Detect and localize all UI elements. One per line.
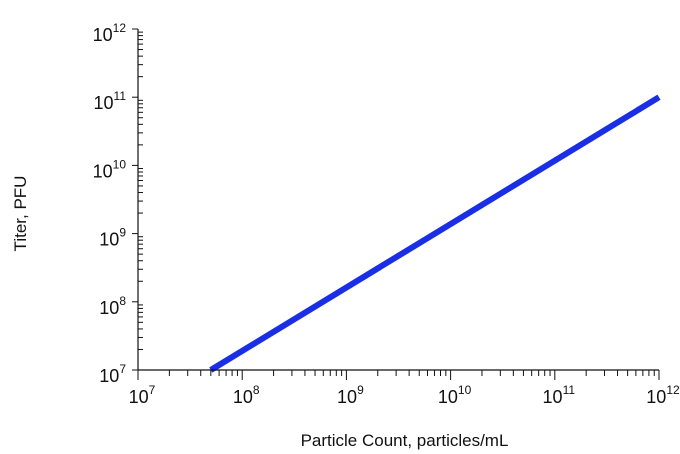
ticks <box>132 28 660 380</box>
y-axis-title: Titer, PFU <box>11 176 30 252</box>
series-lines <box>209 94 661 373</box>
y-tick-label: 107 <box>99 362 126 386</box>
x-tick-label: 108 <box>233 383 260 407</box>
y-tick-label: 1010 <box>93 157 127 181</box>
tick-labels: 107 108 109 1010 1011 1012 107 108 109 1010 1011 10… <box>93 21 680 407</box>
y-tick-label: 108 <box>99 294 126 318</box>
x-tick-label: 1012 <box>646 383 680 407</box>
x-axis-title: Particle Count, particles/mL <box>301 431 509 450</box>
y-tick-label: 1012 <box>93 21 127 45</box>
y-tick-label: 1011 <box>94 89 127 113</box>
series-line <box>209 94 661 373</box>
x-tick-label: 107 <box>129 383 156 407</box>
x-tick-label: 1011 <box>543 383 576 407</box>
axes <box>137 29 659 371</box>
x-tick-label: 1010 <box>438 383 472 407</box>
y-tick-label: 109 <box>99 226 126 250</box>
x-tick-label: 109 <box>337 383 364 407</box>
